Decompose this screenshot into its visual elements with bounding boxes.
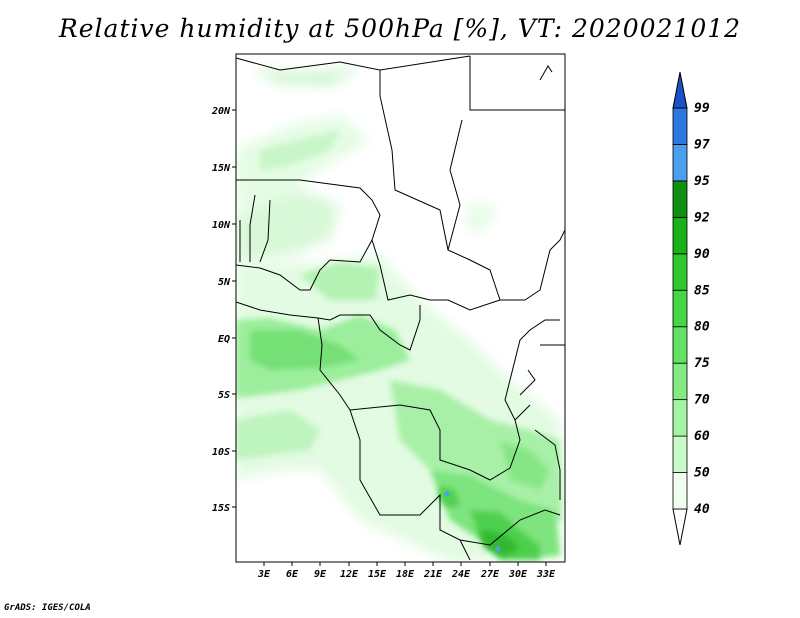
colorbar-label: 85 [694,283,710,298]
lon-tick: 15E [368,569,387,580]
colorbar-label: 92 [694,210,710,225]
colorbar-label: 97 [694,137,710,152]
lat-tick: 15N [212,163,231,174]
lat-tick: 10S [212,447,230,458]
lat-tick: 10N [212,220,231,231]
colorbar-label: 99 [694,101,710,116]
colorbar-label: 50 [694,466,710,481]
colorbar-swatch [672,326,688,364]
lat-axis: 20N 15N 10N 5N EQ 5S 10S 15S [211,106,236,514]
colorbar-label: 70 [694,393,710,408]
footer-credit: GrADS: IGES/COLA [4,603,91,613]
colorbar-swatch [672,362,688,401]
lon-tick: 3E [257,569,271,580]
colorbar-label: 60 [694,429,710,444]
lat-tick: 5S [218,390,230,401]
lon-tick: 30E [508,569,528,580]
colorbar-label: 80 [694,320,710,335]
colorbar-swatch [672,435,688,473]
map-frame [235,53,566,563]
colorbar: 40 50 60 70 75 80 85 90 92 95 97 99 [672,71,710,546]
lat-tick: 20N [211,106,231,117]
lon-tick: 33E [536,569,556,580]
lat-tick: EQ [218,334,230,345]
colorbar-swatch [672,472,688,510]
lon-tick: 6E [286,569,299,580]
colorbar-swatch [672,289,688,328]
colorbar-min-arrow [672,508,688,546]
colorbar-swatch [672,399,688,437]
colorbar-swatch [672,253,688,291]
colorbar-label: 95 [694,174,710,189]
lat-tick: 15S [212,503,230,514]
colorbar-swatch [672,180,688,218]
lon-tick: 27E [480,569,500,580]
humidity-field [236,68,565,562]
colorbar-label: 90 [694,247,710,262]
colorbar-swatch [672,144,688,182]
colorbar-label: 75 [694,356,710,371]
lat-tick: 5N [218,277,231,288]
lon-tick: 18E [396,569,415,580]
lon-tick: 21E [423,569,443,580]
colorbar-label: 40 [694,502,710,517]
colorbar-max-arrow [672,71,688,109]
colorbar-swatch [672,216,688,255]
lon-tick: 9E [314,569,327,580]
lon-axis: 3E 6E 9E 12E 15E 18E 21E 24E 27E 30E 33E [257,562,556,580]
colorbar-swatch [672,107,688,145]
lon-tick: 12E [340,569,359,580]
lon-tick: 24E [451,569,471,580]
map-title: Relative humidity at 500hPa [%], VT: 202… [58,14,742,43]
country-borders [236,55,565,561]
